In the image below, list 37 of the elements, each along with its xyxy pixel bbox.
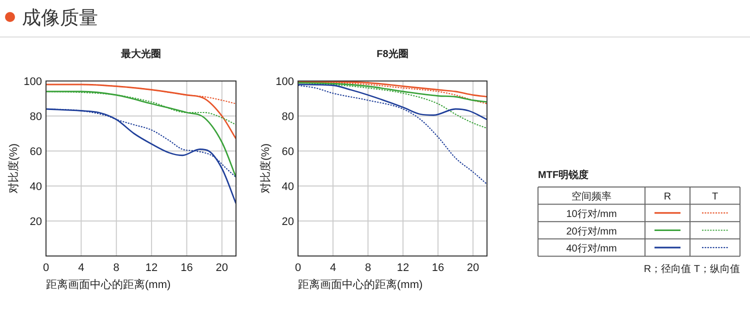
y-tick-label: 20	[282, 216, 294, 228]
y-tick-label: 40	[30, 181, 42, 193]
y-tick-label: 100	[276, 76, 294, 88]
y-tick-label: 80	[30, 111, 42, 123]
text: R	[664, 191, 672, 202]
y-axis-title: 对比度(%)	[259, 143, 272, 194]
y-tick-label: 100	[24, 76, 42, 88]
x-tick-label: 8	[113, 262, 120, 274]
y-tick-label: 80	[282, 111, 294, 123]
text: 成像质量	[22, 8, 98, 29]
x-tick-label: 16	[180, 262, 193, 274]
text: 空间频率	[572, 190, 612, 202]
chart-title: 最大光圈	[120, 48, 161, 60]
x-tick-label: 20	[466, 262, 480, 274]
x-axis-title: 距离画面中心的距离(mm)	[298, 278, 423, 291]
legend-item: 40行对/mm	[566, 244, 728, 255]
x-axis-title: 距离画面中心的距离(mm)	[46, 278, 171, 291]
x-tick-label: 16	[432, 262, 444, 274]
text: T	[712, 191, 718, 202]
legend-title: MTF明锐度	[538, 169, 589, 181]
y-tick-label: 40	[282, 181, 294, 193]
x-tick-label: 12	[396, 262, 410, 274]
y-tick-label: 60	[30, 146, 42, 158]
text: R；径向值 T；纵向值	[644, 263, 740, 276]
x-tick-label: 20	[216, 262, 228, 274]
legend-item: 20行对/mm	[566, 226, 728, 238]
y-tick-label: 20	[30, 216, 42, 228]
chart-title: F8光圈	[376, 48, 408, 60]
x-tick-label: 8	[364, 262, 372, 274]
x-tick-label: 0	[42, 262, 50, 274]
x-tick-label: 0	[294, 262, 302, 274]
y-tick-label: 60	[282, 146, 294, 158]
y-axis-title: 对比度(%)	[7, 143, 20, 194]
x-tick-label: 12	[145, 262, 158, 274]
legend-item: 10行对/mm	[566, 208, 728, 220]
x-tick-label: 4	[78, 262, 84, 274]
x-tick-label: 4	[330, 262, 336, 274]
